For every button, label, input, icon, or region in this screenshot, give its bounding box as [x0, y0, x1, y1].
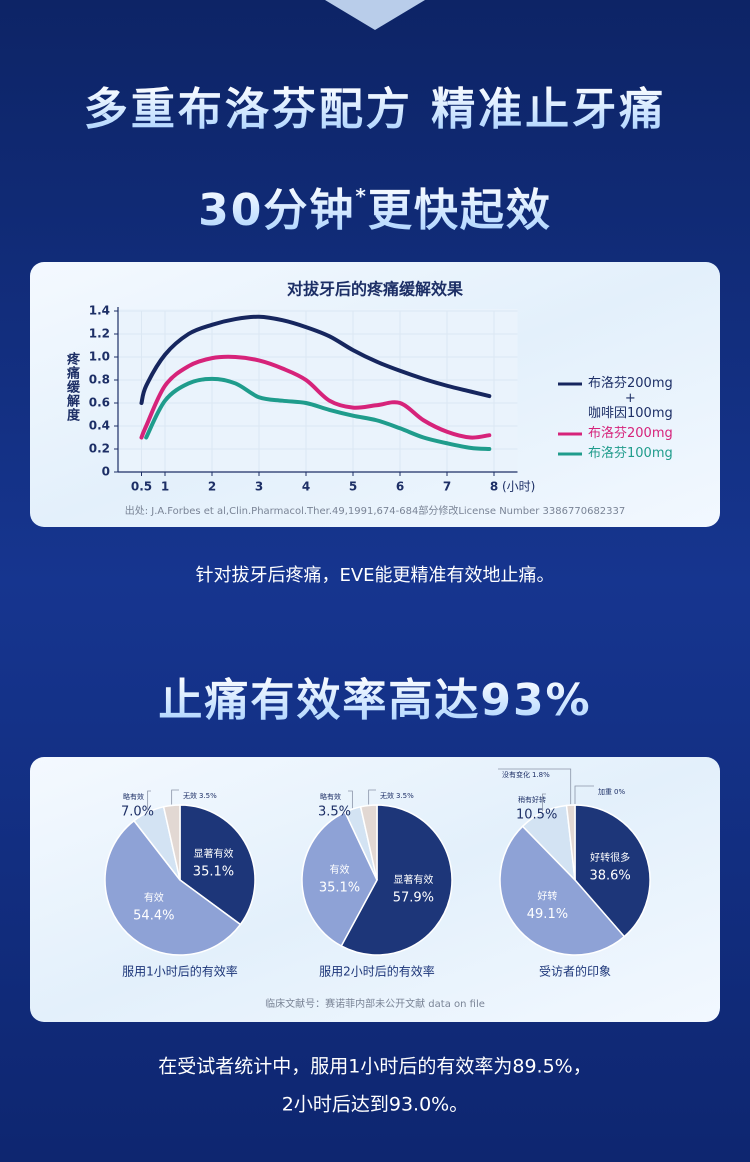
- slice-value: 10.5%: [516, 808, 557, 823]
- slice-name: 显著有效: [193, 847, 233, 860]
- pie-slice: [565, 804, 576, 881]
- x-tick-label: 3: [255, 480, 263, 494]
- x-tick-label: 5: [349, 480, 357, 494]
- pie-title: 受访者的印象: [539, 964, 611, 979]
- slice-value: 35.1%: [193, 865, 234, 880]
- pie-title: 服用1小时后的有效率: [122, 964, 238, 979]
- pie-slice: [340, 804, 453, 956]
- leader-line: [147, 790, 151, 812]
- leader-line: [498, 768, 572, 805]
- subtitle-text: 更快起效: [368, 185, 552, 236]
- line-series: [139, 314, 492, 405]
- slice-value: 3.5%: [318, 805, 351, 820]
- chart-title: 对拔牙后的疼痛缓解效果: [287, 280, 463, 299]
- pie-slice: [179, 804, 256, 926]
- pie-slice: [162, 804, 181, 881]
- caption: 针对拔牙后疼痛，EVE能更精准有效地止痛。: [195, 565, 554, 586]
- slice-name: 无效: [183, 791, 197, 800]
- slice-name: 加重: [598, 787, 612, 796]
- slice-name: 好转: [537, 889, 557, 902]
- x-tick-label: 4: [302, 480, 310, 494]
- slice-name: 好转很多: [590, 851, 630, 864]
- source-note: 临床文献号：赛诺菲内部未公开文献 data on file: [265, 997, 485, 1010]
- y-axis-label: 疼痛缓解度: [64, 352, 79, 422]
- slice-label: 加重 0%: [598, 787, 625, 796]
- main-title: 多重布洛芬配方 精准止牙痛: [84, 84, 666, 135]
- slice-name: 显著有效: [393, 873, 433, 886]
- pie-slice: [574, 804, 651, 938]
- legend-label: 布洛芬100mg: [588, 446, 673, 461]
- x-tick-label: 1: [161, 480, 169, 494]
- slice-value: 3.5%: [199, 792, 217, 800]
- y-tick-label: 0.4: [89, 419, 110, 433]
- leader-line: [574, 785, 594, 804]
- slice-name: 无效: [380, 791, 394, 800]
- source-note: 出处: J.A.Forbes et al,Clin.Pharmacol.Ther…: [125, 504, 626, 517]
- x-tick-label: 2: [208, 480, 216, 494]
- subtitle-mark: *: [355, 184, 367, 208]
- slice-name: 有效: [144, 891, 164, 904]
- slice-name: 没有变化: [502, 770, 530, 779]
- slice-name: 略有效: [320, 792, 341, 801]
- x-tick-label: 6: [396, 480, 404, 494]
- y-tick-label: 1.0: [89, 350, 110, 364]
- slice-label: 无效 3.5%: [380, 791, 414, 800]
- leader-line: [171, 789, 179, 805]
- slice-value: 1.8%: [532, 771, 550, 779]
- subtitle: 30分钟*更快起效: [198, 184, 552, 237]
- x-axis-unit: (小时): [502, 480, 535, 494]
- y-tick-label: 0: [102, 465, 110, 479]
- leader-line: [368, 789, 376, 805]
- x-tick-label: 7: [443, 480, 451, 494]
- pie-slice: [104, 819, 242, 956]
- slice-value: 38.6%: [589, 868, 630, 883]
- slice-value: 3.5%: [396, 792, 414, 800]
- slice-name: 略有效: [123, 792, 144, 801]
- slice-label: 没有变化 1.8%: [502, 770, 550, 779]
- slice-label: 无效 3.5%: [183, 791, 217, 800]
- pie-title: 服用2小时后的有效率: [319, 964, 435, 979]
- subtitle-text: 30分钟: [198, 185, 355, 236]
- slice-value: 0%: [614, 788, 625, 796]
- y-tick-label: 0.6: [89, 396, 110, 410]
- line-series: [144, 376, 492, 451]
- y-tick-label: 0.8: [89, 373, 110, 387]
- slice-value: 35.1%: [319, 880, 360, 895]
- slice-name: 稍有好转: [518, 795, 546, 804]
- top-chevron: [325, 0, 425, 30]
- pie-slice: [301, 811, 378, 947]
- x-tick-label: 0.5: [131, 480, 152, 494]
- y-tick-label: 0.2: [89, 442, 110, 456]
- section-title: 止痛有效率高达93%: [158, 675, 591, 726]
- summary-line: 2小时后达到93.0%。: [282, 1094, 468, 1116]
- pie-slice: [499, 825, 626, 956]
- slice-name: 有效: [330, 863, 350, 876]
- legend-label: 布洛芬200mg + 咖啡因100mg: [588, 376, 673, 421]
- legend-label: 布洛芬200mg: [588, 426, 673, 441]
- summary-line: 在受试者统计中，服用1小时后的有效率为89.5%，: [158, 1056, 591, 1078]
- line-series: [139, 354, 492, 440]
- y-tick-label: 1.4: [89, 304, 110, 318]
- pie-slice: [359, 804, 378, 881]
- leader-line: [348, 790, 353, 809]
- slice-value: 57.9%: [393, 891, 434, 906]
- slice-value: 49.1%: [527, 907, 568, 922]
- slice-value: 7.0%: [121, 805, 154, 820]
- x-tick-label: 8: [490, 480, 498, 494]
- slice-value: 54.4%: [133, 908, 174, 923]
- y-tick-label: 1.2: [89, 327, 110, 341]
- leader-line: [542, 793, 546, 812]
